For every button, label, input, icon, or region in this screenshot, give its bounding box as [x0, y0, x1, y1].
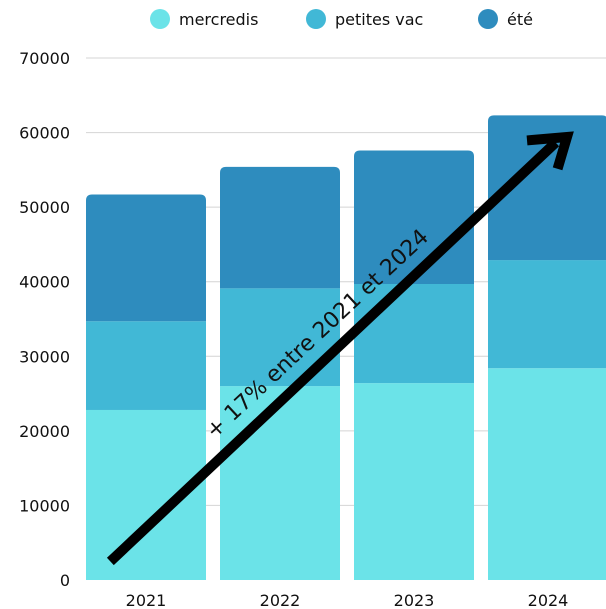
- legend-swatch-mercredis: [150, 9, 170, 29]
- x-tick-label: 2022: [260, 591, 301, 609]
- bar-segment-été: [86, 194, 206, 322]
- legend-swatch-ete: [478, 9, 498, 29]
- arrow-shaft: [106, 138, 560, 566]
- legend-swatch-petites-vac: [306, 9, 326, 29]
- legend-label-ete: été: [507, 9, 533, 29]
- bar-segment-petites vac: [86, 321, 206, 410]
- legend: mercredis petites vac été: [0, 6, 606, 32]
- trend-arrow: [106, 131, 574, 566]
- y-axis-tick-labels: 0 10000 20000 30000 40000 50000 60000 70000: [19, 49, 70, 590]
- y-tick-label: 70000: [19, 49, 70, 68]
- legend-item-mercredis: mercredis: [150, 6, 258, 32]
- y-tick-label: 30000: [19, 347, 70, 366]
- x-tick-label: 2023: [394, 591, 435, 609]
- bar-segment-été: [354, 150, 474, 284]
- bar-segment-petites vac: [488, 260, 606, 369]
- bar-segment-mercredis: [488, 368, 606, 580]
- legend-item-ete: été: [478, 6, 533, 32]
- legend-label-petites-vac: petites vac: [335, 9, 424, 29]
- bars: [86, 115, 606, 580]
- y-tick-label: 0: [60, 571, 70, 590]
- arrow-head: [526, 131, 574, 171]
- y-tick-label: 50000: [19, 198, 70, 217]
- legend-item-petites-vac: petites vac: [306, 6, 423, 32]
- y-tick-label: 10000: [19, 496, 70, 515]
- y-tick-label: 20000: [19, 422, 70, 441]
- bar-segment-été: [220, 166, 340, 289]
- x-tick-label: 2024: [528, 591, 569, 609]
- y-tick-label: 60000: [19, 124, 70, 143]
- x-axis-tick-labels: 2021 2022 2023 2024: [126, 591, 569, 609]
- bar-segment-petites vac: [354, 283, 474, 384]
- bar-segment-mercredis: [354, 383, 474, 580]
- y-tick-label: 40000: [19, 273, 70, 292]
- bar-segment-été: [488, 115, 606, 261]
- bar-segment-mercredis: [220, 386, 340, 580]
- legend-label-mercredis: mercredis: [179, 9, 259, 29]
- x-tick-label: 2021: [126, 591, 167, 609]
